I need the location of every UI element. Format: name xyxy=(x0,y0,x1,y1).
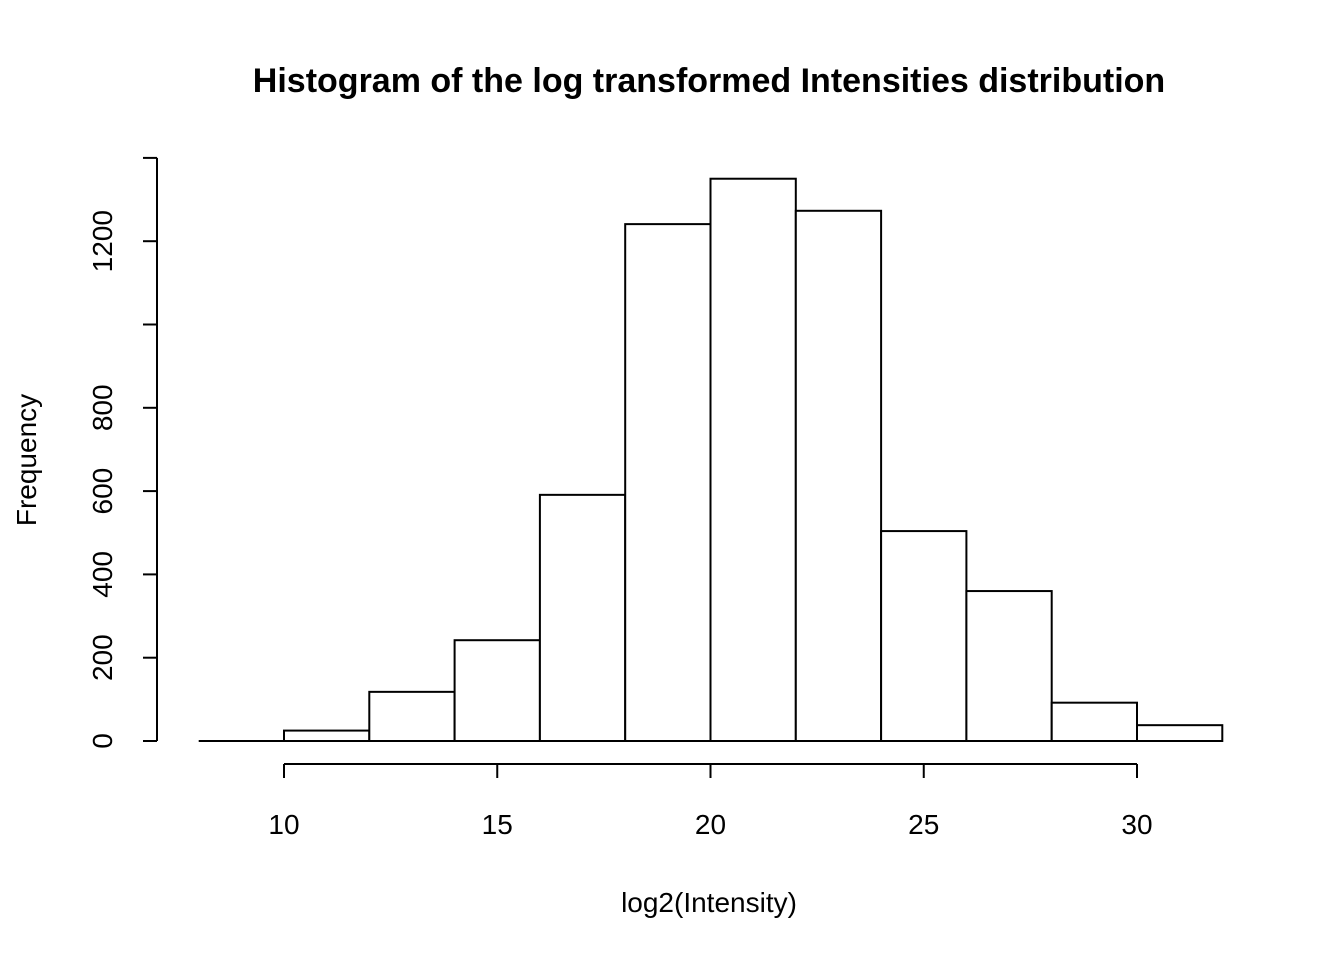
histogram-bar xyxy=(624,223,712,743)
x-tick-label: 25 xyxy=(908,809,939,840)
x-tick-label: 15 xyxy=(482,809,513,840)
y-tick-label: 400 xyxy=(87,551,118,598)
histogram-bar xyxy=(1050,701,1138,743)
y-axis-label: Frequency xyxy=(11,394,42,526)
y-tick-label: 600 xyxy=(87,468,118,515)
y-tick-label: 200 xyxy=(87,634,118,681)
x-tick-label: 30 xyxy=(1121,809,1152,840)
x-axis: 10 15 20 25 30 xyxy=(268,763,1153,840)
y-tick-label: 0 xyxy=(87,733,118,749)
x-axis-label: log2(Intensity) xyxy=(621,887,797,918)
histogram-bar xyxy=(709,177,797,743)
histogram-bars xyxy=(198,177,1224,743)
histogram-bar xyxy=(538,493,627,743)
histogram-bar xyxy=(1136,724,1224,742)
histogram-bar xyxy=(880,530,968,742)
histogram-bar xyxy=(453,639,541,742)
histogram-bar xyxy=(794,209,883,743)
histogram-bar xyxy=(368,690,456,743)
chart-title: Histogram of the log transformed Intensi… xyxy=(253,62,1165,100)
histogram-bar xyxy=(283,729,371,743)
y-axis: 0 200 400 600 800 1200 xyxy=(87,156,158,749)
histogram-bar xyxy=(965,590,1053,742)
y-tick-label: 800 xyxy=(87,384,118,431)
y-tick-label: 1200 xyxy=(87,210,118,272)
x-tick-label: 10 xyxy=(268,809,299,840)
x-tick-label: 20 xyxy=(695,809,726,840)
